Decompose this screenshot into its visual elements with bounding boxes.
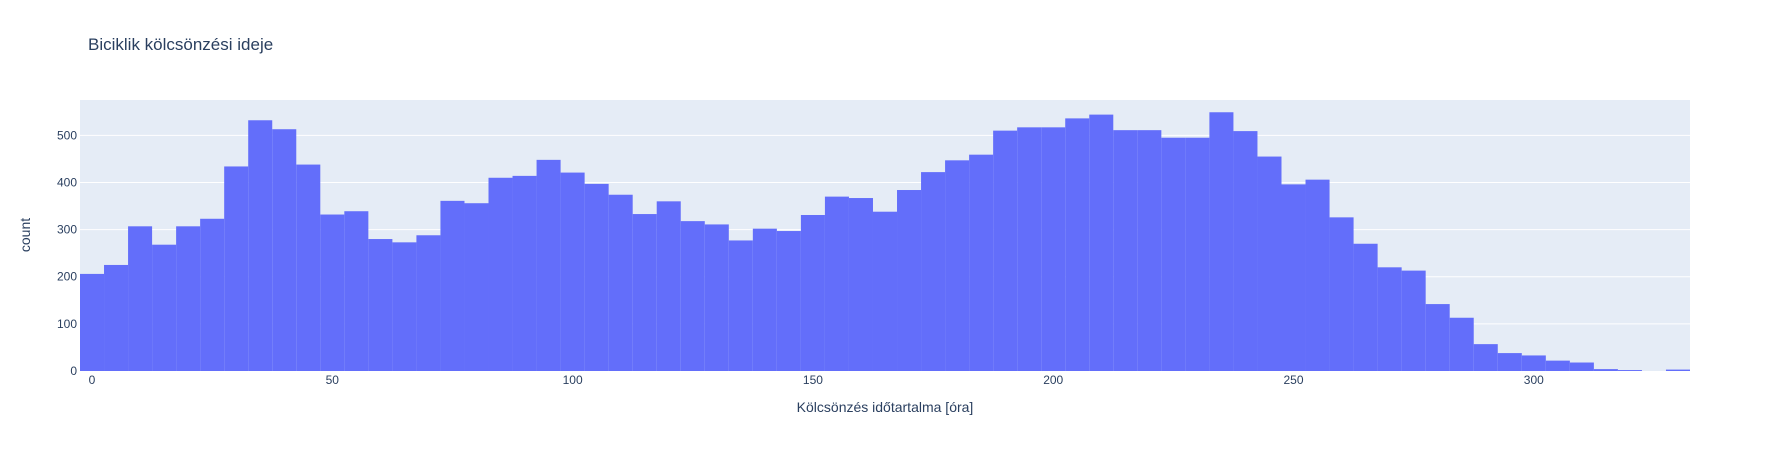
histogram-bar <box>152 244 177 371</box>
histogram-bar <box>1665 369 1690 371</box>
histogram-bar <box>1473 344 1498 371</box>
histogram-bar <box>776 231 801 371</box>
y-tick-labels: 0 100 200 300 400 500 <box>57 128 77 378</box>
histogram-bar <box>200 218 225 371</box>
histogram-bar <box>1593 369 1618 371</box>
x-tick-labels: 0 50 100 150 200 250 300 <box>89 373 1544 387</box>
histogram-bar <box>1401 270 1426 371</box>
histogram-bar <box>921 172 946 371</box>
histogram-bar <box>272 129 297 371</box>
histogram-bar <box>945 160 970 371</box>
histogram-bar <box>872 211 898 371</box>
histogram-bar <box>969 154 994 371</box>
x-tick-label: 100 <box>563 373 583 387</box>
x-tick-label: 50 <box>326 373 340 387</box>
histogram-bar <box>1233 131 1258 371</box>
x-tick-label: 0 <box>89 373 96 387</box>
histogram-bar <box>1305 179 1330 371</box>
histogram-bar <box>536 159 561 371</box>
histogram-bar <box>488 177 513 371</box>
histogram-bar <box>1521 355 1546 371</box>
histogram-bar <box>1617 370 1642 371</box>
histogram-bar <box>993 130 1018 371</box>
histogram-bar <box>1569 362 1594 371</box>
histogram-bar <box>1545 360 1570 371</box>
histogram-bar <box>368 239 393 371</box>
x-tick-label: 200 <box>1043 373 1063 387</box>
y-tick-label: 200 <box>57 270 77 284</box>
histogram-bar <box>560 172 585 371</box>
histogram-bar <box>1113 130 1138 371</box>
histogram-bar <box>176 226 201 371</box>
histogram-bar <box>704 224 729 371</box>
histogram-bar <box>584 183 609 371</box>
histogram-bar <box>1377 267 1402 371</box>
histogram-bar <box>1089 114 1114 371</box>
y-tick-label: 500 <box>57 128 77 142</box>
histogram-bar <box>1017 127 1042 371</box>
histogram-bar <box>680 221 705 371</box>
histogram-bar <box>392 242 417 371</box>
x-tick-label: 150 <box>803 373 823 387</box>
histogram-bar <box>440 200 465 371</box>
histogram-bar <box>1257 156 1282 371</box>
histogram-bar <box>104 264 129 371</box>
histogram-bar <box>1137 130 1162 371</box>
histogram-bar <box>296 164 321 371</box>
histogram-bar <box>80 273 105 371</box>
y-tick-label: 400 <box>57 175 77 189</box>
histogram-bar <box>1209 112 1234 372</box>
y-tick-label: 0 <box>70 364 77 378</box>
x-tick-label: 250 <box>1283 373 1303 387</box>
histogram-bar <box>632 214 657 371</box>
histogram-bar <box>1041 127 1066 371</box>
histogram-bar <box>656 201 681 371</box>
histogram-bar <box>897 190 922 371</box>
histogram-bar <box>224 166 249 371</box>
bars <box>80 112 1690 372</box>
histogram-bar <box>1497 353 1522 371</box>
histogram-bar <box>848 198 873 371</box>
y-tick-label: 100 <box>57 317 77 331</box>
histogram-bar <box>1329 217 1354 371</box>
histogram-bar <box>608 194 633 371</box>
histogram-bar <box>1281 184 1306 371</box>
histogram-bar <box>464 203 489 371</box>
x-tick-label: 300 <box>1524 373 1544 387</box>
histogram-bar <box>248 120 273 372</box>
histogram-bar <box>416 235 441 371</box>
histogram-bar <box>512 175 537 371</box>
histogram-bar <box>1161 137 1186 371</box>
histogram-bar <box>1185 137 1210 371</box>
histogram-bar <box>800 214 825 371</box>
histogram-bar <box>1065 118 1090 372</box>
histogram-bar <box>1449 317 1474 371</box>
y-tick-label: 300 <box>57 223 77 237</box>
histogram-bar <box>1353 243 1378 371</box>
histogram-bar <box>752 228 777 371</box>
histogram-bar <box>728 240 753 371</box>
histogram-bar <box>344 211 369 371</box>
histogram-bar <box>824 196 849 371</box>
x-axis-title: Kölcsönzés időtartalma [óra] <box>797 399 974 415</box>
y-axis-title: count <box>17 218 33 252</box>
chart-title: Biciklik kölcsönzési ideje <box>88 35 273 54</box>
histogram-bar <box>320 214 345 371</box>
histogram-bar <box>128 226 153 371</box>
histogram-bar <box>1425 304 1450 371</box>
